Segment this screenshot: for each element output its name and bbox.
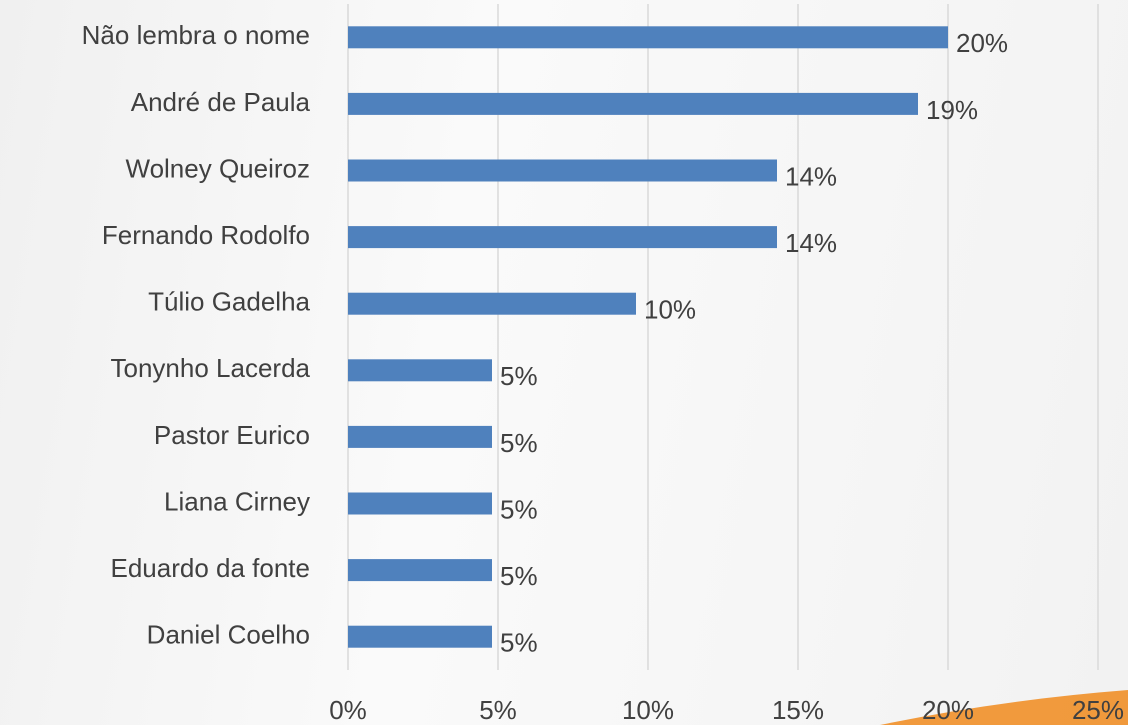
data-label: 14% (785, 161, 837, 191)
y-tick-label: Tonynho Lacerda (111, 353, 311, 383)
y-tick-label: Pastor Eurico (154, 420, 310, 450)
bar (348, 292, 636, 315)
y-tick-label: Túlio Gadelha (148, 287, 310, 317)
data-label: 5% (500, 428, 538, 458)
bar (348, 359, 492, 382)
x-tick-label: 20% (922, 695, 974, 725)
decoration (880, 690, 1128, 725)
y-tick-label: André de Paula (131, 87, 311, 117)
bar (348, 492, 492, 515)
x-tick-label: 0% (329, 695, 367, 725)
bar (348, 625, 492, 648)
x-tick-label: 10% (622, 695, 674, 725)
x-tick-label: 25% (1072, 695, 1124, 725)
data-label: 5% (500, 494, 538, 524)
data-label: 5% (500, 361, 538, 391)
y-tick-label: Daniel Coelho (147, 620, 310, 650)
x-tick-label: 15% (772, 695, 824, 725)
data-label: 20% (956, 28, 1008, 58)
bar (348, 226, 777, 249)
y-tick-label: Wolney Queiroz (126, 153, 311, 183)
x-tick-label: 5% (479, 695, 517, 725)
y-tick-label: Liana Cirney (164, 486, 310, 516)
bar (348, 26, 948, 49)
y-tick-label: Não lembra o nome (82, 20, 310, 50)
y-tick-label: Eduardo da fonte (111, 553, 311, 583)
bar (348, 425, 492, 448)
bar (348, 159, 777, 182)
bar (348, 92, 918, 115)
data-label: 14% (785, 228, 837, 258)
data-label: 5% (500, 628, 538, 658)
y-tick-label: Fernando Rodolfo (102, 220, 310, 250)
data-label: 19% (926, 95, 978, 125)
data-label: 10% (644, 295, 696, 325)
data-label: 5% (500, 561, 538, 591)
bar (348, 559, 492, 582)
